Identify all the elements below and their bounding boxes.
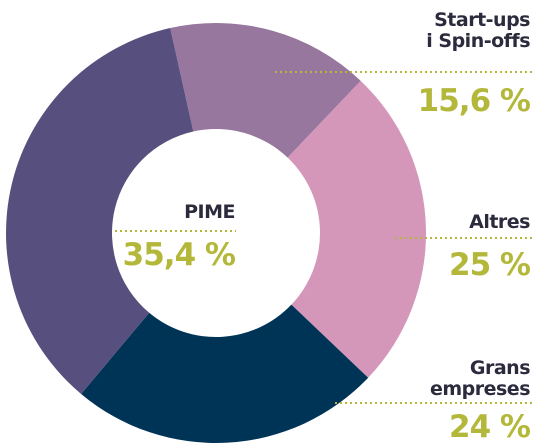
segment-label: Altres xyxy=(469,211,530,233)
segment-value: 35,4 % xyxy=(122,237,236,273)
segment-label: PIME xyxy=(184,201,235,223)
segment-label: Grans empreses xyxy=(429,357,531,400)
segment-value: 15,6 % xyxy=(417,83,531,119)
donut-segment xyxy=(170,23,361,158)
donut-segment xyxy=(6,28,194,394)
segment-value: 24 % xyxy=(449,409,531,445)
segment-value: 25 % xyxy=(449,247,531,283)
donut-segment xyxy=(287,80,427,378)
donut-segment xyxy=(81,304,369,443)
segment-label: Start-ups i Spin-offs xyxy=(426,9,530,52)
